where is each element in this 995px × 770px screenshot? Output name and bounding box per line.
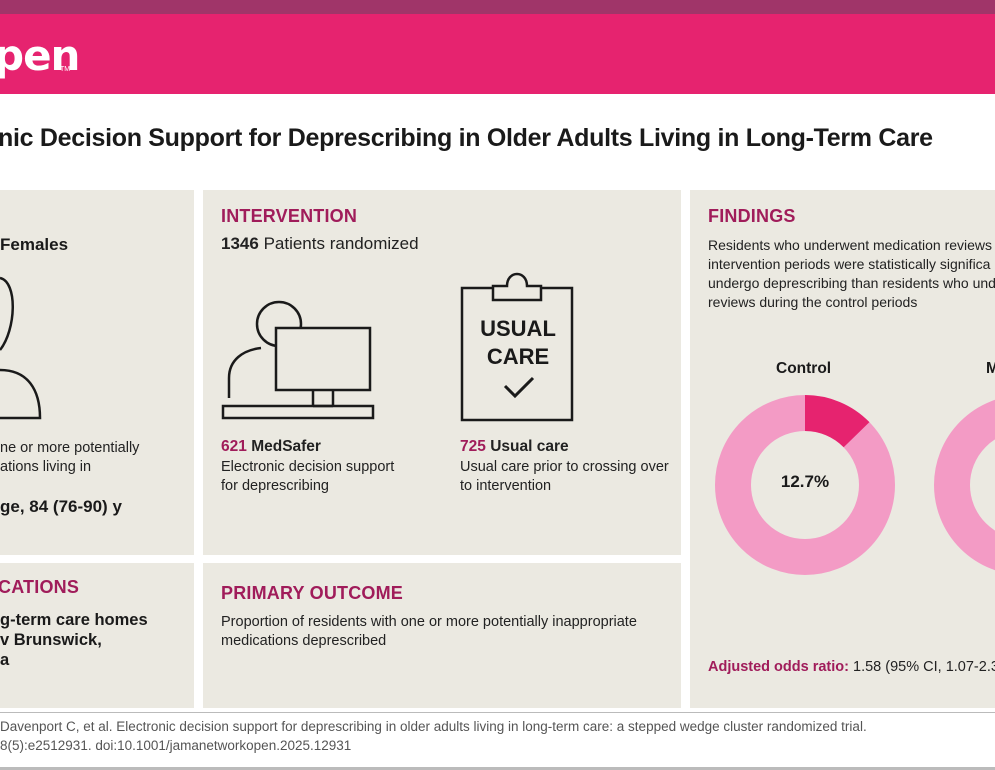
usual-care-title: 725 Usual care	[460, 438, 569, 456]
findings-heading: FINDINGS	[708, 206, 796, 226]
findings-line3: undergo deprescribing than residents who…	[708, 275, 995, 291]
odds-ratio-value: 1.58 (95% CI, 1.07-2.34	[853, 659, 995, 675]
donut-label-medsafer: M	[986, 360, 995, 377]
medsafer-desc-line1: Electronic decision support	[221, 459, 395, 475]
findings-line1: Residents who underwent medication revie…	[708, 237, 993, 253]
primary-outcome-panel: PRIMARY OUTCOME Proportion of residents …	[203, 563, 681, 708]
locations-panel: CATIONS g-term care homes v Brunswick, a	[0, 563, 194, 708]
donut-segment-0	[805, 395, 870, 448]
population-desc-line2: ations living in	[0, 459, 92, 475]
computer-user-icon	[221, 300, 375, 420]
usual-care-count: 725	[460, 438, 486, 455]
females-label: Females	[0, 235, 69, 254]
findings-line4: reviews during the control periods	[708, 294, 918, 310]
locations-heading: CATIONS	[0, 577, 80, 597]
person-icon	[0, 276, 42, 420]
board-line2: CARE	[486, 344, 550, 369]
primary-outcome-line1: Proportion of residents with one or more…	[221, 614, 637, 630]
citation-line2: 8(5):e2512931. doi:10.1001/jamanetworkop…	[0, 738, 352, 753]
donut-value-control: 12.7%	[780, 472, 830, 491]
trademark-mark: TM	[60, 66, 71, 73]
intervention-heading: INTERVENTION	[221, 206, 358, 226]
clipboard-check-icon	[460, 272, 574, 422]
board-line1: USUAL	[480, 316, 556, 341]
findings-panel: FINDINGS Residents who underwent medicat…	[690, 190, 995, 708]
population-age: ge, 84 (76-90) y	[0, 497, 122, 516]
journal-logo: pen	[0, 31, 80, 80]
odds-ratio: Adjusted odds ratio: 1.58 (95% CI, 1.07-…	[708, 659, 995, 675]
journal-header: pen TM	[0, 14, 995, 94]
medsafer-desc-line2: for deprescribing	[221, 478, 329, 494]
usual-care-desc-line2: to intervention	[460, 478, 552, 494]
footer-divider	[0, 712, 995, 713]
usual-care-board-text: USUAL CARE	[459, 315, 577, 371]
donut-charts	[715, 395, 995, 575]
randomized-label: Patients randomized	[263, 234, 419, 253]
usual-care-label: Usual care	[490, 438, 569, 455]
medsafer-title: 621 MedSafer	[221, 438, 321, 456]
donut-ring-1	[934, 399, 995, 571]
odds-ratio-label: Adjusted odds ratio:	[708, 659, 849, 675]
randomized-summary: 1346 Patients randomized	[221, 234, 419, 254]
usual-care-desc-line1: Usual care prior to crossing over	[460, 459, 669, 475]
page-title: nic Decision Support for Deprescribing i…	[0, 124, 933, 152]
intervention-panel: INTERVENTION 1346 Patients randomized 62…	[203, 190, 681, 555]
population-desc-line1: ne or more potentially	[0, 440, 140, 456]
primary-outcome-line2: medications deprescribed	[221, 633, 387, 649]
top-band	[0, 0, 995, 14]
citation-line1: Davenport C, et al. Electronic decision …	[0, 719, 867, 734]
randomized-count: 1346	[221, 234, 259, 253]
locations-line3: a	[0, 651, 10, 669]
primary-outcome-heading: PRIMARY OUTCOME	[221, 583, 404, 603]
medsafer-label: MedSafer	[251, 438, 321, 455]
population-panel: Females ne or more potentially ations li…	[0, 190, 194, 555]
locations-line1: g-term care homes	[0, 611, 148, 629]
findings-line2: intervention periods were statistically …	[708, 256, 991, 272]
locations-line2: v Brunswick,	[0, 631, 102, 649]
donut-label-control: Control	[776, 360, 832, 377]
bottom-rule	[0, 767, 995, 770]
medsafer-count: 621	[221, 438, 247, 455]
